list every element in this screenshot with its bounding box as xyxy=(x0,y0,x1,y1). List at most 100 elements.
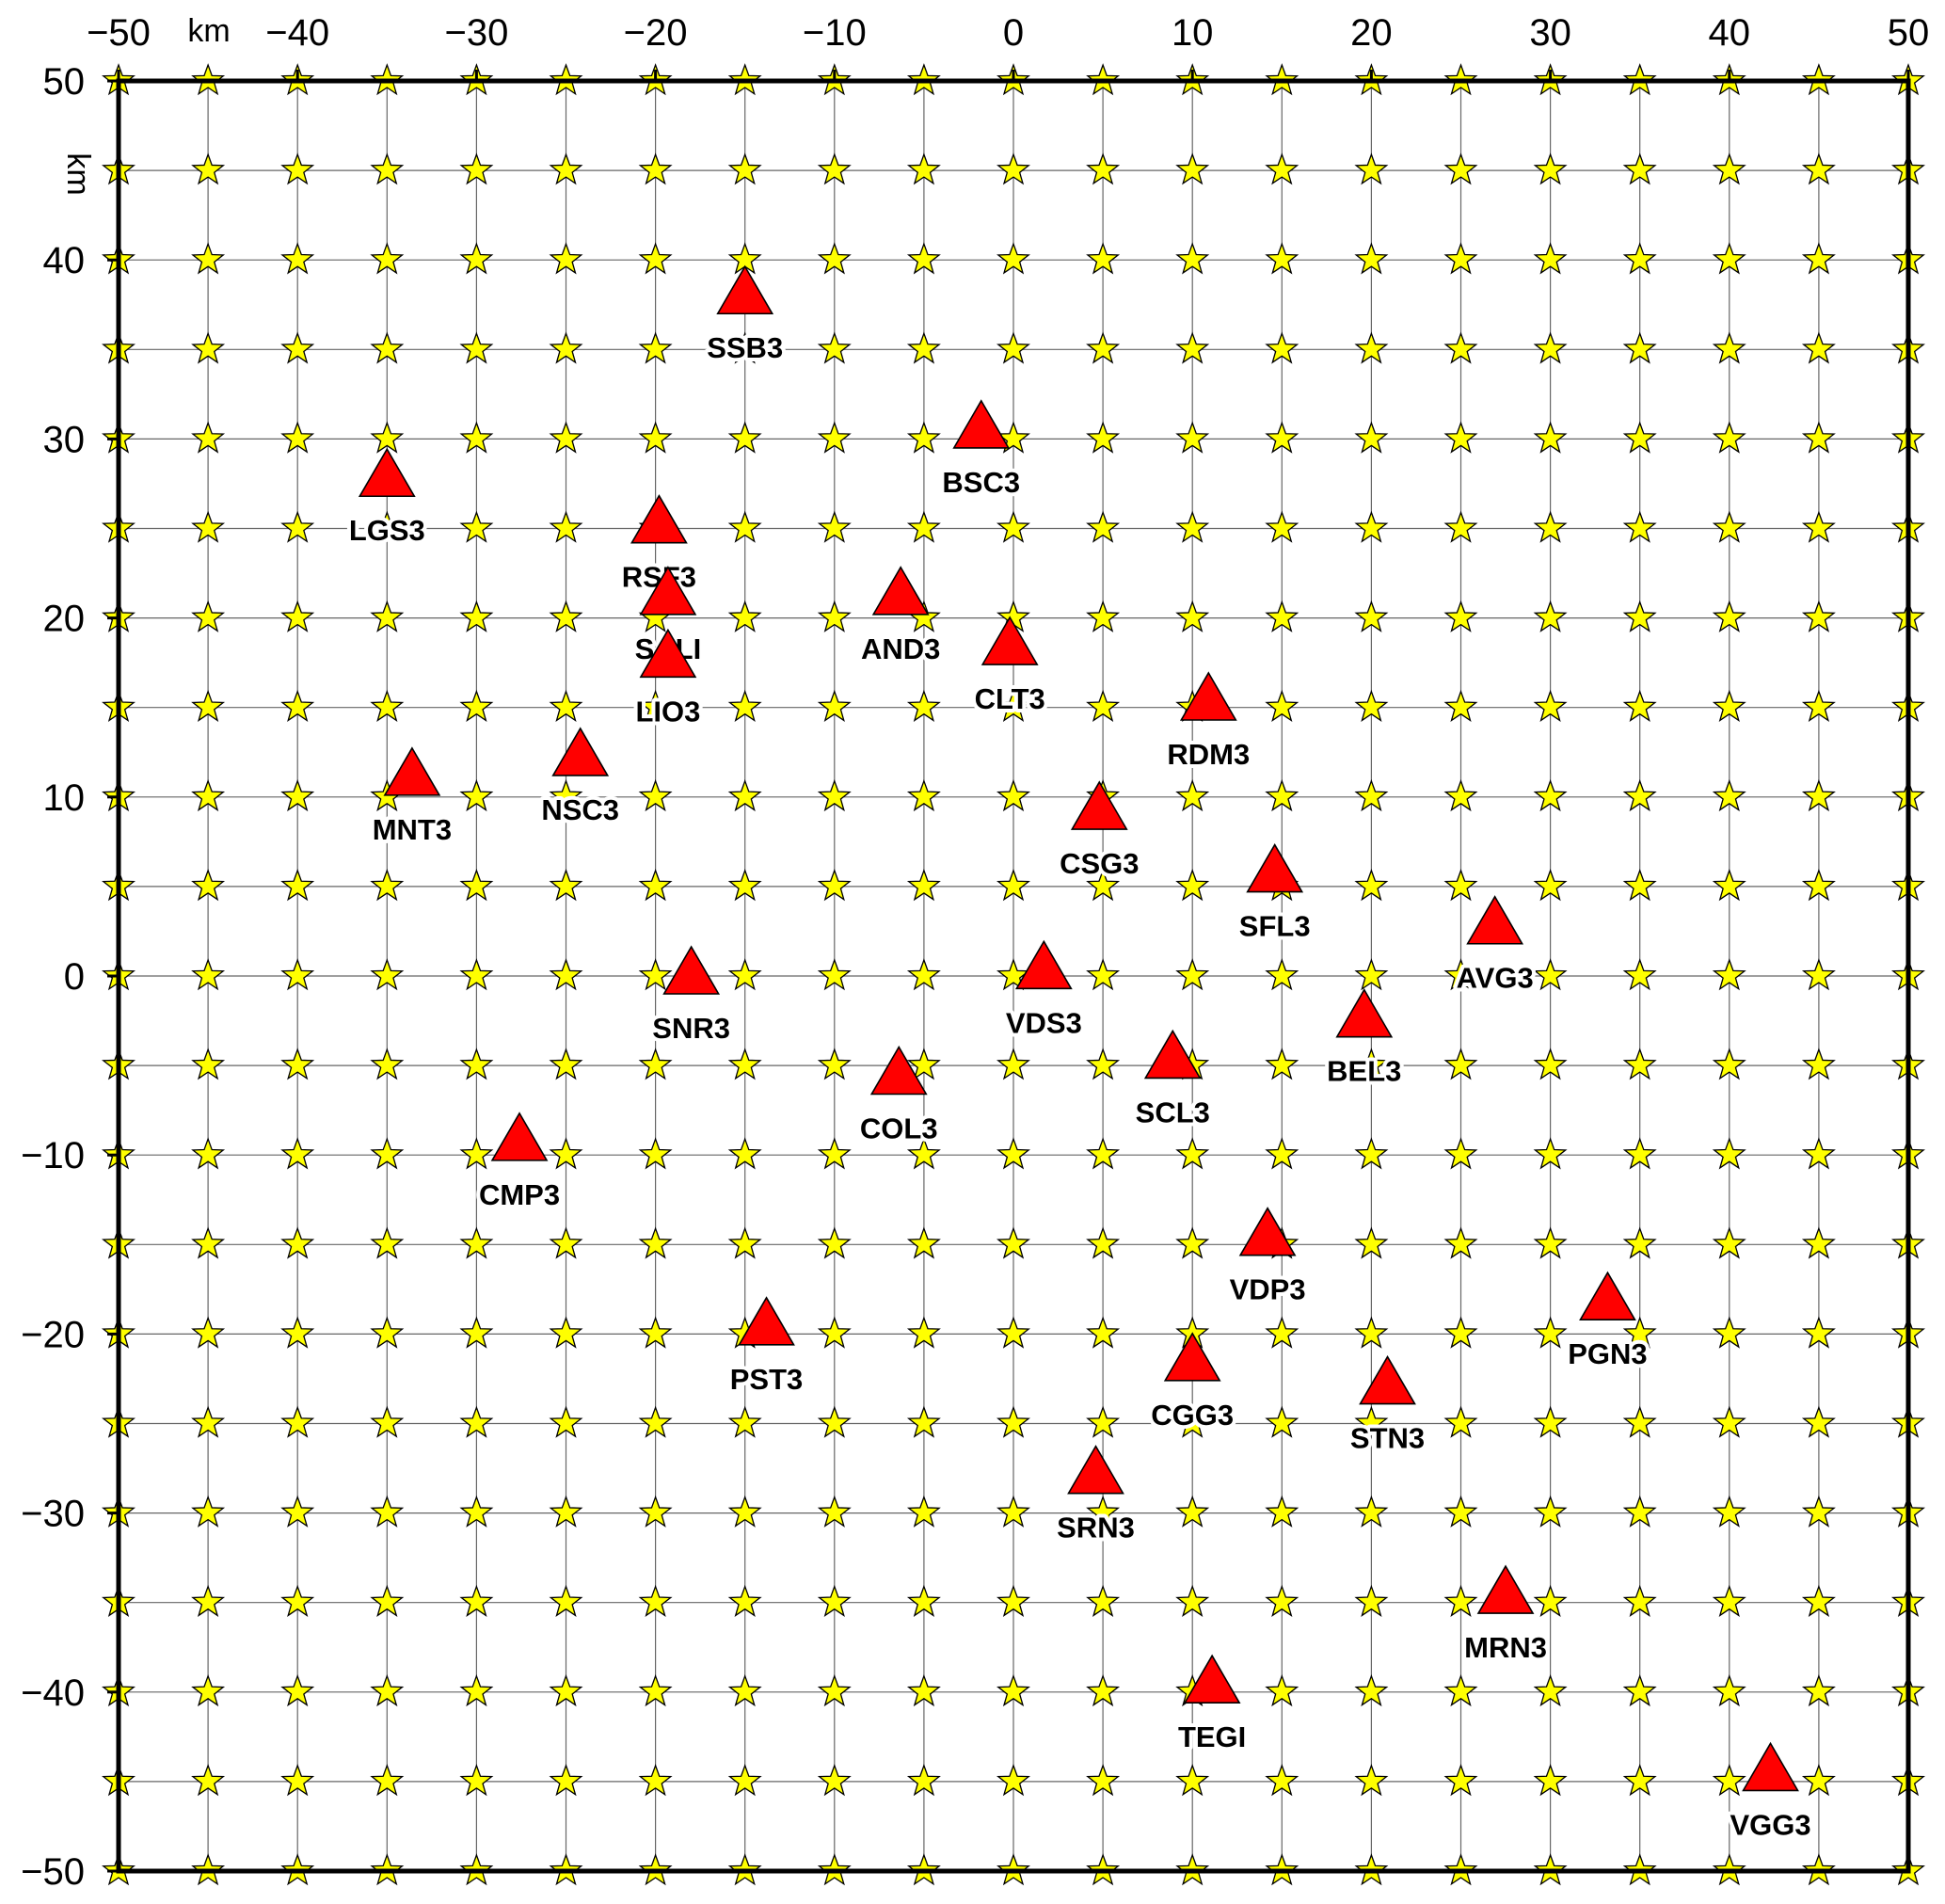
station-label: BSC3 xyxy=(942,466,1020,499)
grid-star xyxy=(1086,600,1121,632)
grid-star xyxy=(1801,600,1836,632)
x-tick-label: −40 xyxy=(265,12,329,54)
grid-star xyxy=(549,1137,583,1170)
grid-star xyxy=(1354,778,1389,812)
grid-star xyxy=(1801,421,1836,454)
grid-star xyxy=(1712,1226,1746,1259)
grid-star xyxy=(906,242,941,275)
grid-star xyxy=(1175,778,1210,812)
grid-star xyxy=(1712,689,1746,722)
grid-star xyxy=(906,1405,941,1438)
grid-star xyxy=(1086,331,1121,364)
y-tick-label: 0 xyxy=(64,956,85,998)
grid-star xyxy=(1622,778,1657,812)
grid-star xyxy=(1801,242,1836,275)
grid-star xyxy=(906,1673,941,1707)
y-tick-label: −30 xyxy=(21,1494,85,1535)
grid-star xyxy=(1086,1405,1121,1438)
grid-star xyxy=(1443,778,1478,812)
grid-star xyxy=(996,1226,1030,1259)
grid-star xyxy=(638,1137,673,1170)
grid-star xyxy=(638,778,673,812)
station-triangle xyxy=(1466,895,1524,945)
grid-star xyxy=(459,331,494,364)
grid-star xyxy=(1533,1226,1568,1259)
station-label: NSC3 xyxy=(541,793,619,826)
grid-star xyxy=(1622,1137,1657,1170)
grid-star xyxy=(906,152,941,185)
station-vds3: VDS3 xyxy=(1002,939,1086,1043)
grid-star xyxy=(906,510,941,543)
station-triangle xyxy=(1179,671,1237,721)
grid-star xyxy=(191,1405,226,1438)
grid-star xyxy=(1354,600,1389,632)
grid-star xyxy=(191,778,226,812)
station-label: LIO3 xyxy=(635,695,700,728)
grid-star xyxy=(1086,242,1121,275)
grid-star xyxy=(817,1137,852,1170)
grid-star xyxy=(1533,242,1568,275)
grid-star xyxy=(1622,152,1657,185)
grid-star xyxy=(727,958,762,991)
station-triangle xyxy=(1742,1741,1799,1792)
grid-star xyxy=(1265,1405,1299,1438)
station-triangle xyxy=(358,447,416,498)
y-tick-label: 20 xyxy=(43,599,86,640)
grid-star xyxy=(1622,1316,1657,1349)
station-clt3: CLT3 xyxy=(971,616,1049,719)
grid-star xyxy=(1175,1584,1210,1617)
station-col3: COL3 xyxy=(856,1045,942,1149)
grid-star xyxy=(191,1137,226,1170)
grid-star xyxy=(1533,1137,1568,1170)
grid-star xyxy=(1712,778,1746,812)
grid-star xyxy=(1354,1673,1389,1707)
grid-star xyxy=(1533,1495,1568,1528)
grid-star xyxy=(1801,331,1836,364)
grid-star xyxy=(1801,510,1836,543)
grid-star xyxy=(638,1763,673,1797)
grid-star xyxy=(817,331,852,364)
grid-star xyxy=(191,331,226,364)
grid-star xyxy=(1354,1137,1389,1170)
x-tick-label: 10 xyxy=(1172,12,1214,54)
grid-star xyxy=(1354,1405,1389,1438)
grid-star xyxy=(549,510,583,543)
grid-star xyxy=(1712,1584,1746,1617)
grid-star xyxy=(638,1495,673,1528)
grid-star xyxy=(1622,1584,1657,1617)
grid-star xyxy=(996,1495,1030,1528)
grid-star xyxy=(1175,600,1210,632)
grid-star xyxy=(1443,600,1478,632)
grid-star xyxy=(1443,1405,1478,1438)
grid-star xyxy=(191,600,226,632)
grid-star xyxy=(906,689,941,722)
station-triangle xyxy=(716,264,774,315)
grid-star xyxy=(638,331,673,364)
grid-star xyxy=(1354,1584,1389,1617)
grid-star xyxy=(549,1226,583,1259)
station-label: RDM3 xyxy=(1167,738,1250,771)
station-triangle xyxy=(1359,1354,1416,1405)
grid-star xyxy=(1801,1405,1836,1438)
grid-star xyxy=(638,689,673,722)
grid-star xyxy=(1086,421,1121,454)
grid-star xyxy=(817,242,852,275)
station-ssb3: SSB3 xyxy=(703,264,787,368)
grid-star xyxy=(370,1763,405,1797)
grid-star xyxy=(996,689,1030,722)
station-triangle xyxy=(662,945,721,995)
grid-star xyxy=(996,1763,1030,1797)
grid-star xyxy=(191,1048,226,1080)
station-triangle xyxy=(630,494,688,544)
grid-star xyxy=(1354,152,1389,185)
grid-star xyxy=(280,1405,315,1438)
x-tick-label: 50 xyxy=(1888,12,1930,54)
grid-star xyxy=(1354,331,1389,364)
grid-star xyxy=(817,1316,852,1349)
grid-star xyxy=(817,689,852,722)
grid-star xyxy=(1712,421,1746,454)
grid-star xyxy=(1533,1316,1568,1349)
x-tick-label: −20 xyxy=(624,12,688,54)
station-triangle xyxy=(1163,1332,1221,1382)
grid-star xyxy=(1533,510,1568,543)
